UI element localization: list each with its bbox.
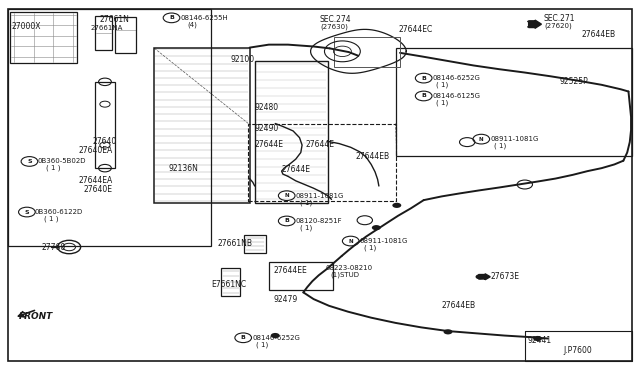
Text: 27640: 27640	[93, 137, 117, 146]
FancyArrow shape	[479, 274, 490, 280]
Circle shape	[372, 225, 381, 230]
Text: N: N	[348, 238, 353, 244]
Text: 92100: 92100	[230, 55, 255, 64]
Text: 27644E: 27644E	[306, 140, 335, 149]
Bar	[115, 17, 136, 53]
Text: 08911-1081G: 08911-1081G	[360, 238, 408, 244]
Bar	[10, 12, 77, 63]
Bar	[255, 61, 328, 203]
Text: 27644E: 27644E	[255, 140, 284, 149]
Bar	[248, 124, 396, 201]
Text: (1)STUD: (1)STUD	[330, 271, 359, 278]
Text: FRONT: FRONT	[19, 312, 54, 321]
Text: J.P7600: J.P7600	[563, 346, 592, 355]
Text: ( 1): ( 1)	[300, 224, 312, 231]
Text: B: B	[421, 76, 426, 81]
Text: 27661NB: 27661NB	[218, 239, 253, 248]
Text: 0B360-5B02D: 0B360-5B02D	[37, 158, 86, 164]
Text: 27644EB: 27644EB	[442, 301, 476, 310]
Text: 08120-8251F: 08120-8251F	[296, 218, 342, 224]
Text: ( 1): ( 1)	[436, 81, 449, 88]
Text: ( 1): ( 1)	[256, 341, 268, 348]
Bar	[269, 262, 333, 290]
Text: 27640E: 27640E	[83, 185, 112, 194]
Text: (27620): (27620)	[544, 23, 572, 29]
Text: ( 1): ( 1)	[494, 142, 506, 149]
Text: (4): (4)	[187, 21, 196, 28]
Text: 92136N: 92136N	[169, 164, 199, 173]
Text: (27630): (27630)	[320, 23, 348, 30]
Text: B: B	[169, 15, 174, 20]
Bar	[8, 9, 211, 246]
Bar	[95, 82, 115, 168]
Text: 27000X: 27000X	[12, 22, 41, 31]
Text: 27644E: 27644E	[282, 165, 310, 174]
Text: N: N	[479, 137, 484, 142]
Bar	[525, 331, 632, 361]
Text: 08146-6252G: 08146-6252G	[433, 75, 481, 81]
Text: N: N	[284, 193, 289, 198]
Text: 0B360-6122D: 0B360-6122D	[35, 209, 83, 215]
Text: 27644EB: 27644EB	[581, 30, 615, 39]
Text: 92525P: 92525P	[559, 77, 588, 86]
Text: 08146-6125G: 08146-6125G	[433, 93, 481, 99]
Text: 92441: 92441	[527, 336, 552, 345]
Text: 27673E: 27673E	[490, 272, 519, 281]
Text: 08146-6255H: 08146-6255H	[180, 15, 228, 21]
Bar	[244, 235, 266, 253]
Text: ( 1 ): ( 1 )	[46, 165, 61, 171]
Text: ( 1): ( 1)	[364, 244, 376, 251]
Text: 27644EB: 27644EB	[355, 152, 389, 161]
Circle shape	[444, 329, 452, 334]
Text: 27644EE: 27644EE	[274, 266, 308, 275]
Bar	[154, 48, 250, 203]
Text: B: B	[421, 93, 426, 99]
Text: 92479: 92479	[274, 295, 298, 304]
Text: E7661NC: E7661NC	[211, 280, 246, 289]
Bar	[396, 48, 632, 156]
Circle shape	[476, 274, 484, 279]
Circle shape	[271, 333, 280, 338]
Text: 27644EC: 27644EC	[398, 25, 433, 34]
Text: 27661N: 27661N	[99, 15, 129, 24]
Text: 27661NA: 27661NA	[91, 25, 124, 31]
Text: S: S	[24, 209, 29, 215]
Text: 27760: 27760	[42, 243, 66, 251]
Text: ( 1 ): ( 1 )	[44, 215, 58, 222]
Text: ( 1): ( 1)	[436, 99, 449, 106]
Text: S: S	[27, 159, 32, 164]
Text: 27644EA: 27644EA	[78, 176, 113, 185]
Bar	[221, 268, 240, 296]
FancyArrow shape	[529, 20, 541, 28]
Circle shape	[533, 336, 542, 341]
Text: SEC.271: SEC.271	[544, 14, 575, 23]
Text: 08911-1081G: 08911-1081G	[490, 136, 539, 142]
Bar	[95, 16, 112, 50]
Text: B: B	[284, 218, 289, 224]
Text: 27640EA: 27640EA	[78, 146, 113, 155]
Text: 08223-08210: 08223-08210	[325, 265, 372, 271]
Text: 08911-1081G: 08911-1081G	[296, 193, 344, 199]
Text: 92480: 92480	[255, 103, 279, 112]
Text: ( 1): ( 1)	[300, 199, 312, 206]
Text: B: B	[241, 335, 246, 340]
Text: 08146-6252G: 08146-6252G	[252, 335, 300, 341]
Text: 92490: 92490	[255, 124, 279, 133]
Bar	[334, 37, 400, 67]
Circle shape	[392, 203, 401, 208]
Text: SEC.274: SEC.274	[320, 15, 351, 24]
